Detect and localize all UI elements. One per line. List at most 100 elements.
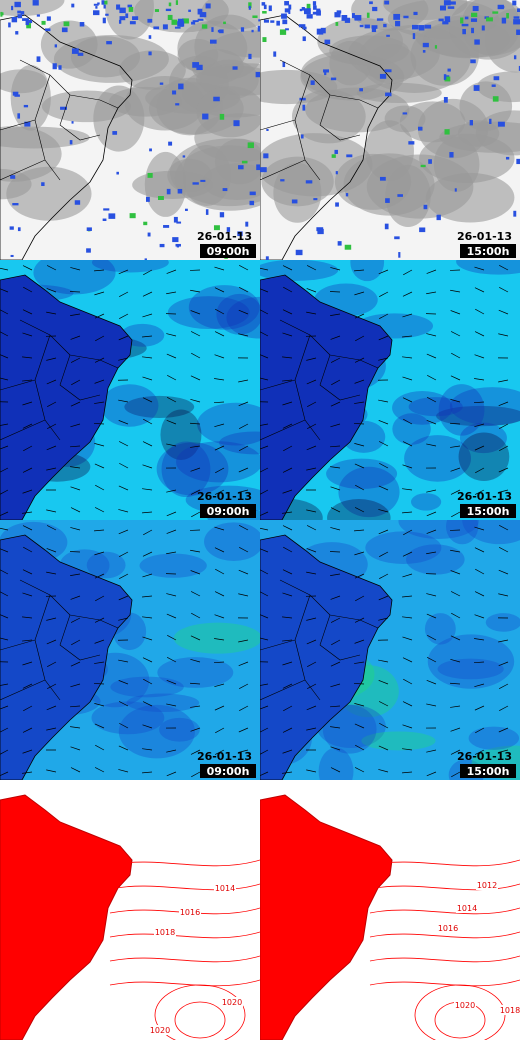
- precip: [87, 227, 92, 231]
- precip: [403, 16, 408, 18]
- precip: [125, 13, 128, 18]
- cloud: [93, 86, 144, 152]
- precip: [10, 175, 15, 179]
- precip: [307, 4, 311, 9]
- precip: [444, 129, 449, 134]
- precip: [168, 15, 173, 20]
- precip: [336, 171, 338, 174]
- precip: [292, 199, 298, 203]
- date-label: 26-01-13: [457, 750, 512, 763]
- precip: [419, 25, 424, 30]
- precip: [398, 252, 400, 258]
- isobar-label: 1014: [457, 904, 477, 913]
- precip: [233, 120, 239, 126]
- time-label: 15:00h: [467, 505, 510, 518]
- precip: [489, 119, 491, 124]
- precip: [383, 24, 386, 27]
- precip: [514, 55, 516, 59]
- speed-blob: [254, 260, 338, 281]
- precip: [72, 121, 74, 123]
- date-label: 26-01-13: [197, 230, 252, 243]
- precip: [285, 8, 290, 12]
- isobar-label: 1016: [438, 924, 458, 933]
- precip: [202, 24, 207, 28]
- precip: [41, 182, 44, 186]
- precip: [11, 255, 14, 257]
- precip: [11, 6, 13, 10]
- precip: [470, 120, 473, 125]
- precip: [421, 165, 426, 167]
- precip: [112, 131, 117, 135]
- precip: [307, 14, 313, 18]
- precip: [332, 154, 336, 158]
- precip: [37, 56, 41, 61]
- precip: [302, 105, 305, 111]
- precip: [262, 37, 266, 42]
- precip: [311, 80, 315, 85]
- precip: [334, 12, 340, 17]
- precip: [474, 39, 479, 44]
- precip: [220, 212, 224, 217]
- precip: [369, 1, 373, 4]
- precip: [455, 188, 457, 191]
- precip: [8, 22, 11, 27]
- precip: [285, 28, 289, 30]
- precip: [252, 15, 257, 18]
- precip: [148, 173, 153, 178]
- precip: [317, 29, 323, 35]
- precip: [0, 12, 2, 17]
- precip: [360, 25, 364, 27]
- precip: [24, 105, 28, 107]
- map-panel: 26-01-13 15:00h: [232, 244, 520, 538]
- precip: [47, 16, 51, 20]
- precip: [163, 225, 169, 228]
- cloud: [256, 133, 372, 196]
- precip: [444, 97, 448, 103]
- precip: [282, 20, 287, 25]
- isobar-label: 1020: [455, 1001, 475, 1010]
- precip: [316, 9, 320, 14]
- precip: [220, 114, 224, 120]
- precip: [169, 3, 171, 7]
- precip: [174, 217, 178, 223]
- precip: [423, 50, 426, 53]
- precip: [303, 36, 306, 41]
- precip: [130, 21, 136, 24]
- precip: [346, 154, 352, 157]
- precip: [175, 244, 180, 247]
- precip: [104, 1, 107, 5]
- precip: [301, 134, 304, 138]
- precip: [219, 29, 224, 33]
- precip: [444, 0, 451, 5]
- precip: [17, 113, 20, 118]
- precip: [101, 0, 104, 4]
- precip: [185, 209, 188, 211]
- map-panel: 26-01-13 09:00h: [0, 0, 304, 262]
- precip: [419, 227, 425, 232]
- precip: [474, 85, 480, 91]
- precip: [17, 11, 21, 14]
- speed-blob: [365, 531, 441, 564]
- date-label: 26-01-13: [457, 230, 512, 243]
- precip: [465, 17, 469, 20]
- date-label: 26-01-13: [457, 490, 512, 503]
- precip: [75, 200, 80, 205]
- precip: [385, 69, 392, 72]
- precip: [313, 198, 317, 200]
- time-label: 09:00h: [207, 245, 250, 258]
- precip: [380, 177, 386, 181]
- precip: [97, 2, 99, 4]
- precip: [269, 5, 272, 11]
- precip: [413, 12, 417, 15]
- precip: [223, 188, 228, 191]
- cloud: [11, 65, 51, 131]
- precip: [386, 35, 390, 37]
- precip: [210, 40, 217, 44]
- precip: [55, 44, 57, 47]
- precip: [385, 198, 390, 203]
- precip: [471, 18, 477, 22]
- precip: [130, 213, 136, 218]
